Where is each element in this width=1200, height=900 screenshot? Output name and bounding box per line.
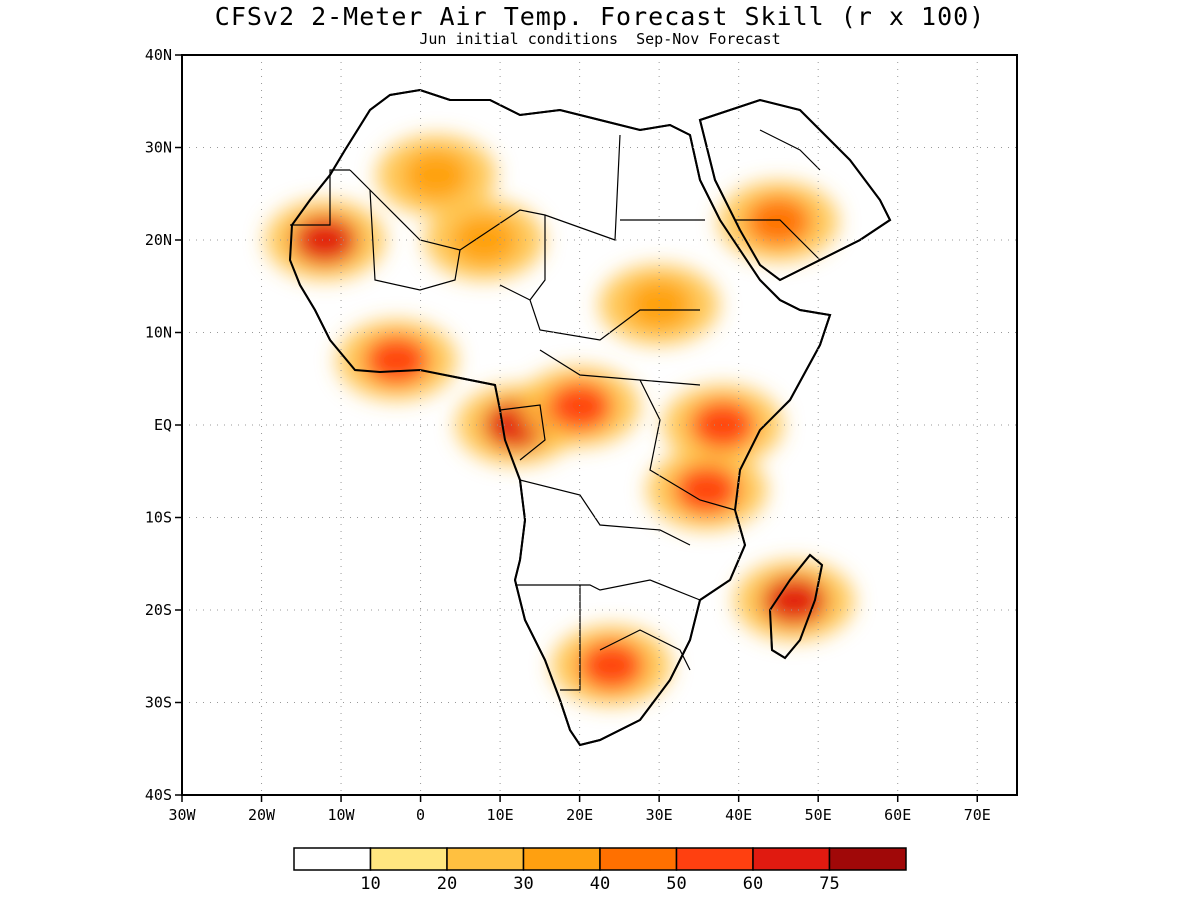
skill-shading xyxy=(265,88,892,747)
colorbar-swatch xyxy=(752,847,831,871)
skill-region-core xyxy=(293,216,358,264)
grid-lines xyxy=(181,54,1017,796)
x-tick-label: 20W xyxy=(248,806,276,824)
x-tick-label: 30W xyxy=(168,806,196,824)
x-tick-label: 10W xyxy=(328,806,356,824)
country-borders xyxy=(290,129,821,691)
y-tick-label: 40N xyxy=(145,46,172,64)
y-tick-label: 20N xyxy=(145,231,172,249)
y-tick-label: 20S xyxy=(145,601,172,619)
colorbar-swatch xyxy=(293,847,372,871)
y-tick-label: 10N xyxy=(145,324,172,342)
colorbar-swatch xyxy=(599,847,678,871)
x-tick-label: 50E xyxy=(805,806,832,824)
colorbar-label: 40 xyxy=(590,874,610,894)
skill-region-core xyxy=(627,280,692,329)
colorbar-label: 75 xyxy=(819,874,839,894)
colorbar-label: 10 xyxy=(360,874,380,894)
skill-region-core xyxy=(579,641,644,690)
colorbar-swatch xyxy=(446,847,525,871)
skill-region-core xyxy=(452,216,517,264)
x-axis: 30W 20W 10W 0 10E 20E 30E 40E 50E 60E 70E xyxy=(168,795,991,824)
y-tick-label: 30N xyxy=(145,139,172,157)
colorbar: 10 20 30 40 50 60 75 xyxy=(293,847,907,894)
x-tick-label: 60E xyxy=(884,806,911,824)
skill-region-core xyxy=(746,197,811,246)
x-tick-label: 30E xyxy=(646,806,673,824)
x-tick-label: 70E xyxy=(964,806,991,824)
skill-region-core xyxy=(547,382,612,431)
x-tick-label: 10E xyxy=(487,806,514,824)
colorbar-swatch xyxy=(675,847,754,871)
chart-subtitle: Jun initial conditions Sep-Nov Forecast xyxy=(419,30,781,48)
y-tick-label: 30S xyxy=(145,694,172,712)
x-tick-label: 20E xyxy=(566,806,593,824)
colorbar-swatch xyxy=(369,847,448,871)
chart-title: CFSv2 2-Meter Air Temp. Forecast Skill (… xyxy=(214,2,986,31)
colorbar-label: 60 xyxy=(743,874,763,894)
colorbar-swatch xyxy=(522,847,601,871)
colorbar-swatch xyxy=(828,847,907,871)
skill-region-core xyxy=(762,576,827,625)
x-tick-label: 0 xyxy=(416,806,425,824)
skill-region-core xyxy=(404,151,469,200)
y-tick-label: 10S xyxy=(145,509,172,527)
skill-region-core xyxy=(674,465,739,514)
colorbar-label: 50 xyxy=(666,874,686,894)
x-tick-label: 40E xyxy=(725,806,752,824)
colorbar-label: 20 xyxy=(437,874,457,894)
y-tick-label: 40S xyxy=(145,786,172,804)
skill-region-core xyxy=(364,336,429,385)
y-axis: 40N 30N 20N 10N EQ 10S 20S 30S 40S xyxy=(145,46,182,804)
colorbar-label: 30 xyxy=(513,874,533,894)
y-tick-label: EQ xyxy=(154,416,172,434)
